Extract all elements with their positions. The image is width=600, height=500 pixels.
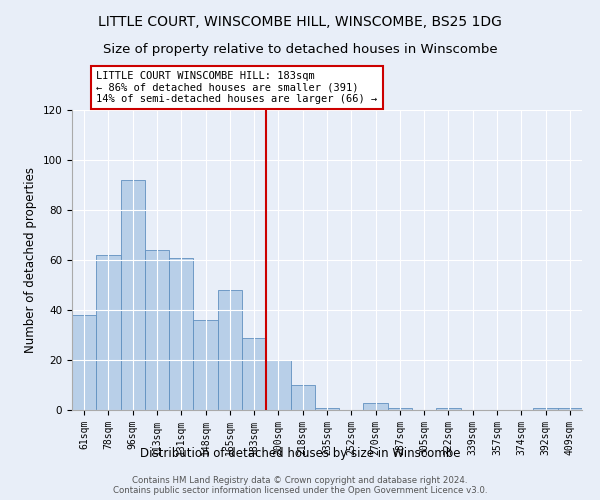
Text: LITTLE COURT, WINSCOMBE HILL, WINSCOMBE, BS25 1DG: LITTLE COURT, WINSCOMBE HILL, WINSCOMBE,… — [98, 15, 502, 29]
Bar — [218, 290, 242, 410]
Text: LITTLE COURT WINSCOMBE HILL: 183sqm
← 86% of detached houses are smaller (391)
1: LITTLE COURT WINSCOMBE HILL: 183sqm ← 86… — [96, 71, 377, 104]
Bar — [96, 255, 121, 410]
Bar — [315, 408, 339, 410]
Bar — [72, 315, 96, 410]
Bar — [145, 250, 169, 410]
Bar — [121, 180, 145, 410]
Bar — [193, 320, 218, 410]
Bar — [388, 408, 412, 410]
Bar — [169, 258, 193, 410]
Y-axis label: Number of detached properties: Number of detached properties — [24, 167, 37, 353]
Bar — [533, 408, 558, 410]
Bar — [364, 402, 388, 410]
Bar — [266, 360, 290, 410]
Text: Distribution of detached houses by size in Winscombe: Distribution of detached houses by size … — [140, 448, 460, 460]
Bar — [558, 408, 582, 410]
Bar — [436, 408, 461, 410]
Text: Contains HM Land Registry data © Crown copyright and database right 2024.
Contai: Contains HM Land Registry data © Crown c… — [113, 476, 487, 495]
Bar — [290, 385, 315, 410]
Bar — [242, 338, 266, 410]
Text: Size of property relative to detached houses in Winscombe: Size of property relative to detached ho… — [103, 42, 497, 56]
